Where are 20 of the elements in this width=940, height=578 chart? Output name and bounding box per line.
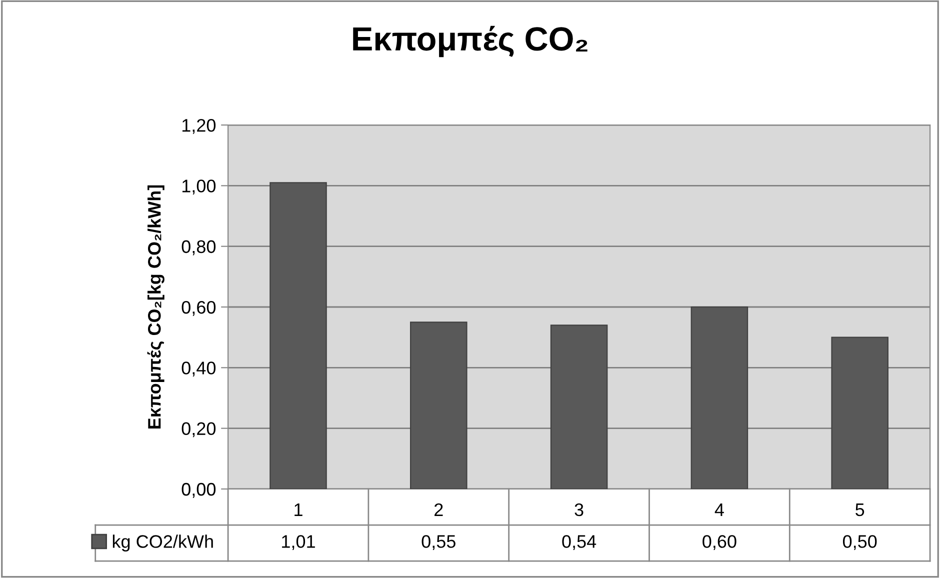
- x-tick-label: 5: [856, 504, 864, 516]
- y-tick-label: 1,00: [182, 180, 216, 195]
- y-tick-label: 0,00: [182, 482, 216, 498]
- text: 0,55: [422, 535, 456, 550]
- text: 0,50: [842, 535, 877, 550]
- text: 1,01: [282, 535, 315, 550]
- y-tick-label: 0,40: [182, 362, 216, 377]
- y-tick-label: 0,60: [182, 300, 216, 316]
- y-tick-label: 0,20: [182, 422, 216, 438]
- chart-title: Εκπομπές CO₂: [353, 26, 588, 58]
- y-tick-label: 0,80: [182, 240, 216, 256]
- y-tick-label: 1,20: [182, 118, 216, 134]
- y-axis-title: Εκπομπές CO₂[kg CO₂/kWh]: [147, 185, 164, 428]
- x-tick-label: 4: [714, 504, 724, 516]
- text: 0,60: [702, 535, 736, 550]
- text: 0,54: [562, 535, 596, 550]
- legend-label: kg CO2/kWh: [112, 534, 213, 552]
- x-tick-label: 3: [574, 503, 584, 516]
- x-tick-label: 2: [434, 503, 443, 516]
- x-tick-label: 1: [294, 504, 302, 516]
